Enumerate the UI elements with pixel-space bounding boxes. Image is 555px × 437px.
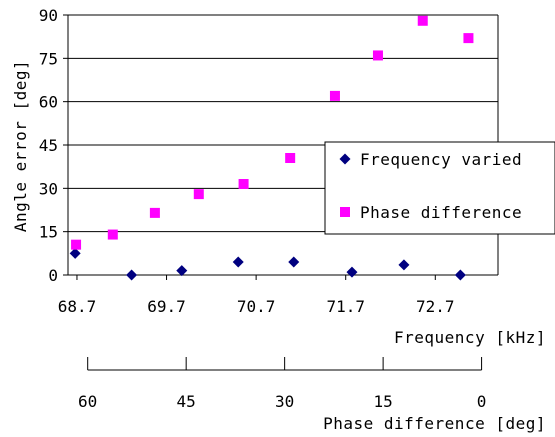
data-point-phase-difference [285,153,296,163]
data-point-phase-difference [372,50,383,61]
secondary-tick-label: 60 [78,392,97,411]
legend-label-phase-difference: Phase difference [360,203,522,222]
legend-label-frequency-varied: Frequency varied [360,150,522,169]
data-point-frequency-varied [288,256,300,268]
y-axis-label: Angle error [deg] [11,60,30,232]
y-tick-label: 90 [39,6,58,25]
y-tick-label: 45 [39,136,58,155]
data-point-frequency-varied [454,269,466,281]
x-tick-label: 69.7 [147,297,186,316]
secondary-tick-label: 45 [177,392,196,411]
legend-marker-phase-difference [340,207,350,217]
y-tick-label: 75 [39,49,58,68]
data-point-phase-difference [463,33,474,44]
y-tick-labels: 0 15 30 45 60 75 90 [39,6,58,285]
secondary-axis: 60 45 30 15 0 [78,357,486,411]
data-series [69,15,474,281]
data-point-frequency-varied [232,256,244,268]
x-axis-label: Frequency [kHz] [394,328,546,347]
secondary-tick-label: 0 [477,392,487,411]
data-point-frequency-varied [69,247,81,259]
y-tick-label: 60 [39,93,58,112]
y-tick-label: 0 [48,266,58,285]
data-point-phase-difference [193,189,204,200]
x-tick-label: 68.7 [58,297,97,316]
data-point-phase-difference [238,179,249,189]
legend-box [324,141,555,235]
x-tick-label: 70.7 [237,297,276,316]
data-point-frequency-varied [398,259,410,271]
data-point-phase-difference [329,90,340,101]
x-tick-label: 72.7 [416,297,455,316]
data-point-frequency-varied [176,265,188,277]
x-tick-label: 71.7 [326,297,365,316]
secondary-tick-label: 30 [275,392,294,411]
x-tick-labels: 68.7 69.7 70.7 71.7 72.7 [58,297,455,316]
data-point-phase-difference [149,207,160,218]
secondary-x-axis-label: Phase difference [deg] [323,414,546,433]
secondary-tick-label: 15 [373,392,392,411]
y-tick-label: 15 [39,223,58,242]
data-point-phase-difference [417,15,428,26]
legend: Frequency varied Phase difference [324,141,555,235]
data-point-phase-difference [107,229,118,240]
data-point-phase-difference [71,239,82,250]
legend-marker-frequency-varied [339,153,351,165]
y-tick-label: 30 [39,179,58,198]
data-point-frequency-varied [126,269,138,281]
data-point-frequency-varied [346,266,358,278]
